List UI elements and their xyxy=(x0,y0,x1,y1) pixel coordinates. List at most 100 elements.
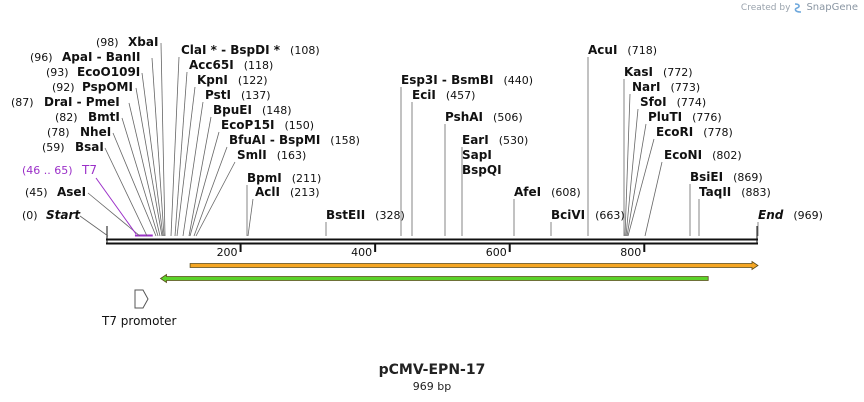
site-label: PstI xyxy=(205,88,231,102)
site-label: EcoNI xyxy=(664,148,702,162)
t7-promoter-label: T7 promoter xyxy=(101,314,177,328)
site-label: EcoRI xyxy=(656,125,693,139)
site-position: (137) xyxy=(241,89,271,102)
orange-feature-arrow xyxy=(189,260,759,271)
site-label: Acc65I xyxy=(189,58,234,72)
site-position: (163) xyxy=(277,149,307,162)
site-position: (530) xyxy=(499,134,529,147)
site-position: (148) xyxy=(262,104,292,117)
site-label: XbaI xyxy=(128,35,158,49)
site-label: KasI xyxy=(624,65,653,79)
site-connector xyxy=(87,192,141,237)
site-label: PluTI xyxy=(648,110,682,124)
site-connector xyxy=(141,72,164,237)
site-label: SapI xyxy=(462,148,492,162)
site-position: (78) xyxy=(47,126,70,139)
snapgene-logo-icon xyxy=(795,2,802,13)
site-connector xyxy=(176,86,196,237)
site-label: BsiEI xyxy=(690,170,723,184)
site-position: (776) xyxy=(692,111,722,124)
site-connector xyxy=(627,138,655,237)
site-connector xyxy=(644,161,663,237)
site-label: EcoP15I xyxy=(221,118,275,132)
site-position: (778) xyxy=(703,126,733,139)
site-label: BpmI xyxy=(247,171,282,185)
site-position: (82) xyxy=(55,111,78,124)
site-position: (772) xyxy=(663,66,693,79)
site-label: ClaI * - BspDI * xyxy=(181,43,281,57)
watermark-brand: SnapGene xyxy=(806,2,858,13)
site-position: (118) xyxy=(244,59,274,72)
site-position: (718) xyxy=(627,44,657,57)
site-position: (45) xyxy=(25,186,48,199)
site-label: BmtI xyxy=(88,110,120,124)
t7-name-label: T7 xyxy=(81,163,97,177)
site-connector xyxy=(189,131,220,237)
site-label: EciI xyxy=(412,88,436,102)
site-position: (108) xyxy=(290,44,320,57)
site-connector xyxy=(112,132,157,237)
site-connector xyxy=(104,147,148,237)
site-position: (969) xyxy=(793,209,823,222)
green-feature-arrow xyxy=(159,273,709,284)
site-label: TaqII xyxy=(699,185,731,199)
site-connector xyxy=(624,93,631,237)
t7-promoter-arrow-icon xyxy=(134,289,149,309)
site-connector xyxy=(121,117,159,237)
site-label: End xyxy=(758,208,784,222)
site-label: BstEII xyxy=(326,208,365,222)
site-connector xyxy=(195,161,236,237)
site-position: (883) xyxy=(741,186,771,199)
site-position: (774) xyxy=(677,96,707,109)
watermark: Created by SnapGene xyxy=(741,2,858,13)
ruler-tick-label: 600 xyxy=(486,246,507,259)
site-position: (93) xyxy=(46,66,69,79)
site-position: (122) xyxy=(238,74,268,87)
site-label: BpuEI xyxy=(213,103,252,117)
site-position: (869) xyxy=(733,171,763,184)
site-label: Start xyxy=(46,208,81,222)
site-connector xyxy=(626,123,647,237)
site-connector xyxy=(247,198,254,237)
site-position: (98) xyxy=(96,36,119,49)
site-label: BspQI xyxy=(462,163,502,177)
site-label: BciVI xyxy=(551,208,585,222)
map-length: 969 bp xyxy=(412,380,452,393)
site-position: (158) xyxy=(330,134,360,147)
site-position: (608) xyxy=(551,186,581,199)
site-position: (150) xyxy=(285,119,315,132)
site-label: SmlI xyxy=(237,148,267,162)
site-connector xyxy=(625,108,639,237)
site-label: KpnI xyxy=(197,73,228,87)
site-connector xyxy=(151,57,165,237)
site-connector xyxy=(128,102,161,237)
site-position: (328) xyxy=(375,209,405,222)
site-label: BsaI xyxy=(75,140,104,154)
site-label: AfeI xyxy=(514,185,541,199)
site-label: NarI xyxy=(632,80,661,94)
site-position: (663) xyxy=(595,209,625,222)
site-label: PspOMI xyxy=(82,80,133,94)
site-position: (92) xyxy=(52,81,75,94)
ruler-tick-label: 200 xyxy=(217,246,238,259)
ruler-tick-label: 400 xyxy=(351,246,372,259)
site-label: Esp3I - BsmBI xyxy=(401,73,493,87)
site-position: (213) xyxy=(290,186,320,199)
site-position: (802) xyxy=(712,149,742,162)
site-label: AcuI xyxy=(588,43,617,57)
site-position: (87) xyxy=(11,96,34,109)
map-title: pCMV-EPN-17 xyxy=(378,362,486,378)
site-label: PshAI xyxy=(445,110,483,124)
site-label: EarI xyxy=(462,133,489,147)
watermark-created-by: Created by xyxy=(740,2,791,13)
site-connector xyxy=(135,87,163,237)
site-label: EcoO109I xyxy=(77,65,140,79)
site-label: AclI xyxy=(255,185,280,199)
site-connector xyxy=(79,215,109,237)
ruler-tick-label: 800 xyxy=(620,246,641,259)
site-position: (96) xyxy=(30,51,53,64)
site-position: (59) xyxy=(42,141,65,154)
site-connector xyxy=(188,116,212,237)
site-position: (773) xyxy=(671,81,701,94)
